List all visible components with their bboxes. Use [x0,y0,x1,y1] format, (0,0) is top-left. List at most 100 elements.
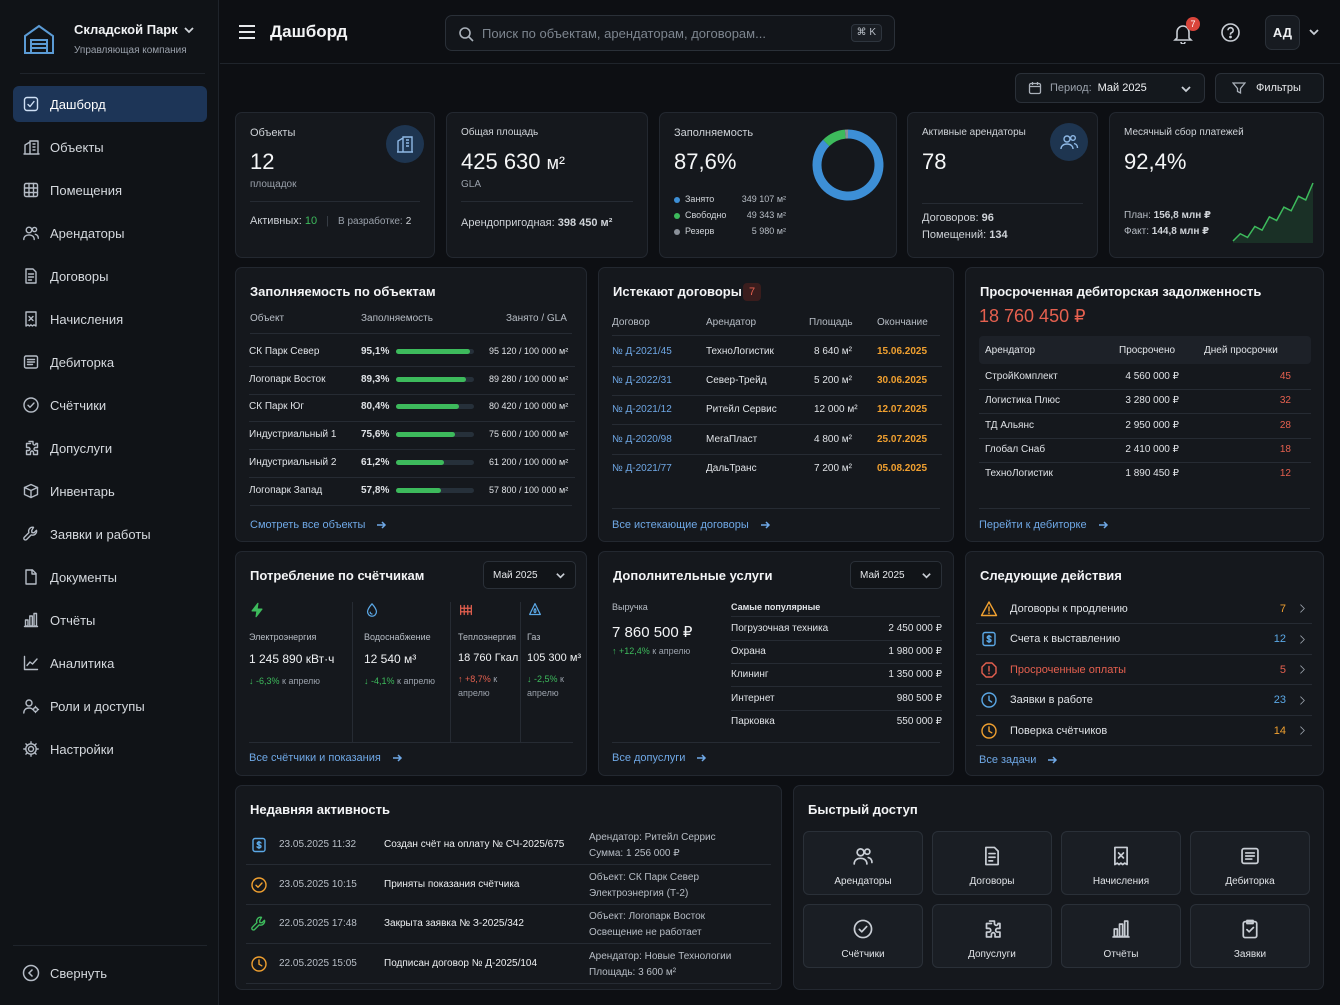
meter-card[interactable]: Газ 105 300 м³ ↓ -2,5% к апрелю [527,602,586,700]
table-row[interactable]: ТД Альянс 2 950 000 ₽ 28 [966,418,1323,439]
kpi-icon-wrap [1050,123,1088,161]
brand-switcher[interactable]: Складской Парк Управляющая компания [20,18,205,74]
user-avatar[interactable]: АД [1265,15,1300,50]
action-label: Счета к выставлению [1010,633,1121,645]
link-label: Смотреть все объекты [250,519,366,531]
all-tasks-link[interactable]: Все задачи [979,754,1058,766]
sidebar-item-meter[interactable]: Счётчики [13,387,207,423]
object-area: 80 420 / 100 000 м² [489,401,569,412]
kpi-label: Активные арендаторы [922,127,1026,138]
kpi-area-card[interactable]: Общая площадь 425 630 м² GLA Арендоприго… [446,112,648,258]
period-select[interactable]: Период: Май 2025 [1015,73,1205,103]
sidebar-item-label: Настройки [50,741,114,757]
sidebar-item-ledger[interactable]: Дебиторка [13,344,207,380]
rentable-value: 398 450 м² [557,217,613,229]
collapse-sidebar-button[interactable]: Свернуть [13,945,207,982]
meter-card[interactable]: Водоснабжение 12 540 м³ ↓ -4,1% к апрелю [364,602,448,688]
sidebar-item-building[interactable]: Объекты [13,129,207,165]
sidebar-item-users[interactable]: Арендаторы [13,215,207,251]
object-name: СК Парк Юг [249,401,305,413]
table-row[interactable]: № Д-2020/98 МегаПласт 4 800 м² 25.07.2025 [599,431,953,455]
table-row[interactable]: № Д-2021/12 Ритейл Сервис 12 000 м² 12.07.2… [599,401,953,426]
quick-access-report[interactable]: Отчёты [1061,904,1181,968]
sidebar-item-analytics[interactable]: Аналитика [13,645,207,681]
service-row[interactable]: Парковка 550 000 ₽ [731,714,942,732]
sidebar-item-wrench[interactable]: Заявки и работы [13,516,207,552]
table-row[interactable]: № Д-2021/45 ТехноЛогистик 8 640 м² 15.06.20… [599,343,953,367]
quick-access-receipt[interactable]: Начисления [1061,831,1181,895]
activity-item[interactable]: 23.05.2025 10:15 Приняты показания счётчи… [246,865,771,905]
table-row[interactable]: № Д-2022/31 Север-Трейд 5 200 м² 30.06.2025 [599,372,953,397]
filters-button[interactable]: Фильтры [1215,73,1324,103]
table-row[interactable]: Логистика Плюс 3 280 000 ₽ 32 [966,393,1323,415]
quick-access-puzzle[interactable]: Допуслуги [932,904,1052,968]
sidebar-item-puzzle[interactable]: Допуслуги [13,430,207,466]
action-item[interactable]: Счета к выставлению 12 [976,625,1312,655]
bell-icon[interactable] [1172,22,1194,44]
search-input[interactable] [482,16,842,50]
table-row[interactable]: ТехноЛогистик 1 890 450 ₽ 12 [966,466,1323,486]
chevron-right-icon [1300,726,1305,735]
chevron-down-icon[interactable] [1308,26,1320,38]
table-row[interactable]: СтройКомплект 4 560 000 ₽ 45 [966,369,1323,390]
sidebar-item-box[interactable]: Инвентарь [13,473,207,509]
table-row[interactable]: № Д-2021/77 ДальТранс 7 200 м² 05.08.2025 [599,460,953,484]
table-row[interactable]: Индустриальный 2 61,2% 61 200 / 100 000 м² [236,455,586,478]
column-header: Площадь [809,317,853,328]
meter-card[interactable]: Электроэнергия 1 245 890 кВт·ч ↓ -6,3% к а… [249,602,349,688]
table-row[interactable]: Индустриальный 1 75,6% 75 600 / 100 000 м² [236,427,586,451]
go-to-debt-link[interactable]: Перейти к дебиторке [979,519,1109,531]
quick-access-meter[interactable]: Счётчики [803,904,923,968]
quick-access-contract[interactable]: Договоры [932,831,1052,895]
meter-card[interactable]: Теплоэнергия 18 760 Гкал ↑ +8,7% к апрелю [458,602,520,700]
menu-icon[interactable] [238,24,256,40]
debtor-name: ТехноЛогистик [985,468,1053,480]
kpi-objects-card[interactable]: Объекты 12 площадок Активных: 10 | В разра… [235,112,435,258]
contract-link[interactable]: № Д-2021/45 [612,346,672,357]
sidebar-item-roles[interactable]: Роли и доступы [13,688,207,724]
action-item[interactable]: Поверка счётчиков 14 [976,716,1312,746]
sidebar-item-dashboard[interactable]: Дашборд [13,86,207,122]
action-item[interactable]: Просроченные оплаты 5 [976,655,1312,685]
kpi-occupancy-card[interactable]: Заполняемость 87,6% Занято 349 107 м² Своб… [659,112,897,258]
action-item[interactable]: Заявки в работе 23 [976,686,1312,716]
contract-link[interactable]: № Д-2020/98 [612,433,672,445]
sidebar-item-document[interactable]: Документы [13,559,207,595]
sidebar-item-report[interactable]: Отчёты [13,602,207,638]
contract-link[interactable]: № Д-2021/77 [612,462,672,474]
sidebar-item-contract[interactable]: Договоры [13,258,207,294]
table-row[interactable]: СК Парк Юг 80,4% 80 420 / 100 000 м² [236,399,586,423]
table-row[interactable]: СК Парк Север 95,1% 95 120 / 100 000 м² [236,344,586,367]
quick-access-users[interactable]: Арендаторы [803,831,923,895]
service-row[interactable]: Охрана 1 980 000 ₽ [731,644,942,665]
action-item[interactable]: Договоры к продлению 7 [976,594,1312,624]
meters-period-select[interactable]: Май 2025 [483,561,576,589]
all-meters-link[interactable]: Все счётчики и показания [249,752,403,764]
service-row[interactable]: Погрузочная техника 2 450 000 ₽ [731,621,942,641]
quick-access-clipboard[interactable]: Заявки [1190,904,1310,968]
kpi-tenants-card[interactable]: Активные арендаторы 78 Договоров: 96 Пом… [907,112,1098,258]
table-row[interactable]: Логопарк Запад 57,8% 57 800 / 100 000 м² [236,483,586,505]
all-services-link[interactable]: Все допуслуги [612,752,707,764]
contract-link[interactable]: № Д-2021/12 [612,404,672,416]
sidebar-item-receipt[interactable]: Начисления [13,301,207,337]
quick-access-ledger[interactable]: Дебиторка [1190,831,1310,895]
activity-item[interactable]: 23.05.2025 11:32 Создан счёт на оплату № … [246,825,771,865]
occupancy-donut [812,129,884,201]
table-row[interactable]: Логопарк Восток 89,3% 89 280 / 100 000 м² [236,372,586,395]
chevron-down-icon[interactable] [182,23,196,37]
kpi-payments-card[interactable]: Месячный сбор платежей 92,4% План: 156,8… [1109,112,1324,258]
activity-item[interactable]: 22.05.2025 15:05 Подписан договор № Д-202… [246,944,771,984]
contract-link[interactable]: № Д-2022/31 [612,375,672,387]
all-expiring-link[interactable]: Все истекающие договоры [612,519,771,531]
table-row[interactable]: Глобал Снаб 2 410 000 ₽ 18 [966,442,1323,463]
services-period-select[interactable]: Май 2025 [850,561,942,589]
help-icon[interactable] [1220,22,1241,43]
sidebar-item-grid[interactable]: Помещения [13,172,207,208]
service-row[interactable]: Клининг 1 350 000 ₽ [731,667,942,688]
activity-item[interactable]: 22.05.2025 17:48 Закрыта заявка № З-2025/… [246,904,771,944]
sidebar-item-gear[interactable]: Настройки [13,731,207,767]
all-objects-link[interactable]: Смотреть все объекты [250,519,387,531]
page-title: Дашборд [270,22,348,41]
service-row[interactable]: Интернет 980 500 ₽ [731,691,942,711]
